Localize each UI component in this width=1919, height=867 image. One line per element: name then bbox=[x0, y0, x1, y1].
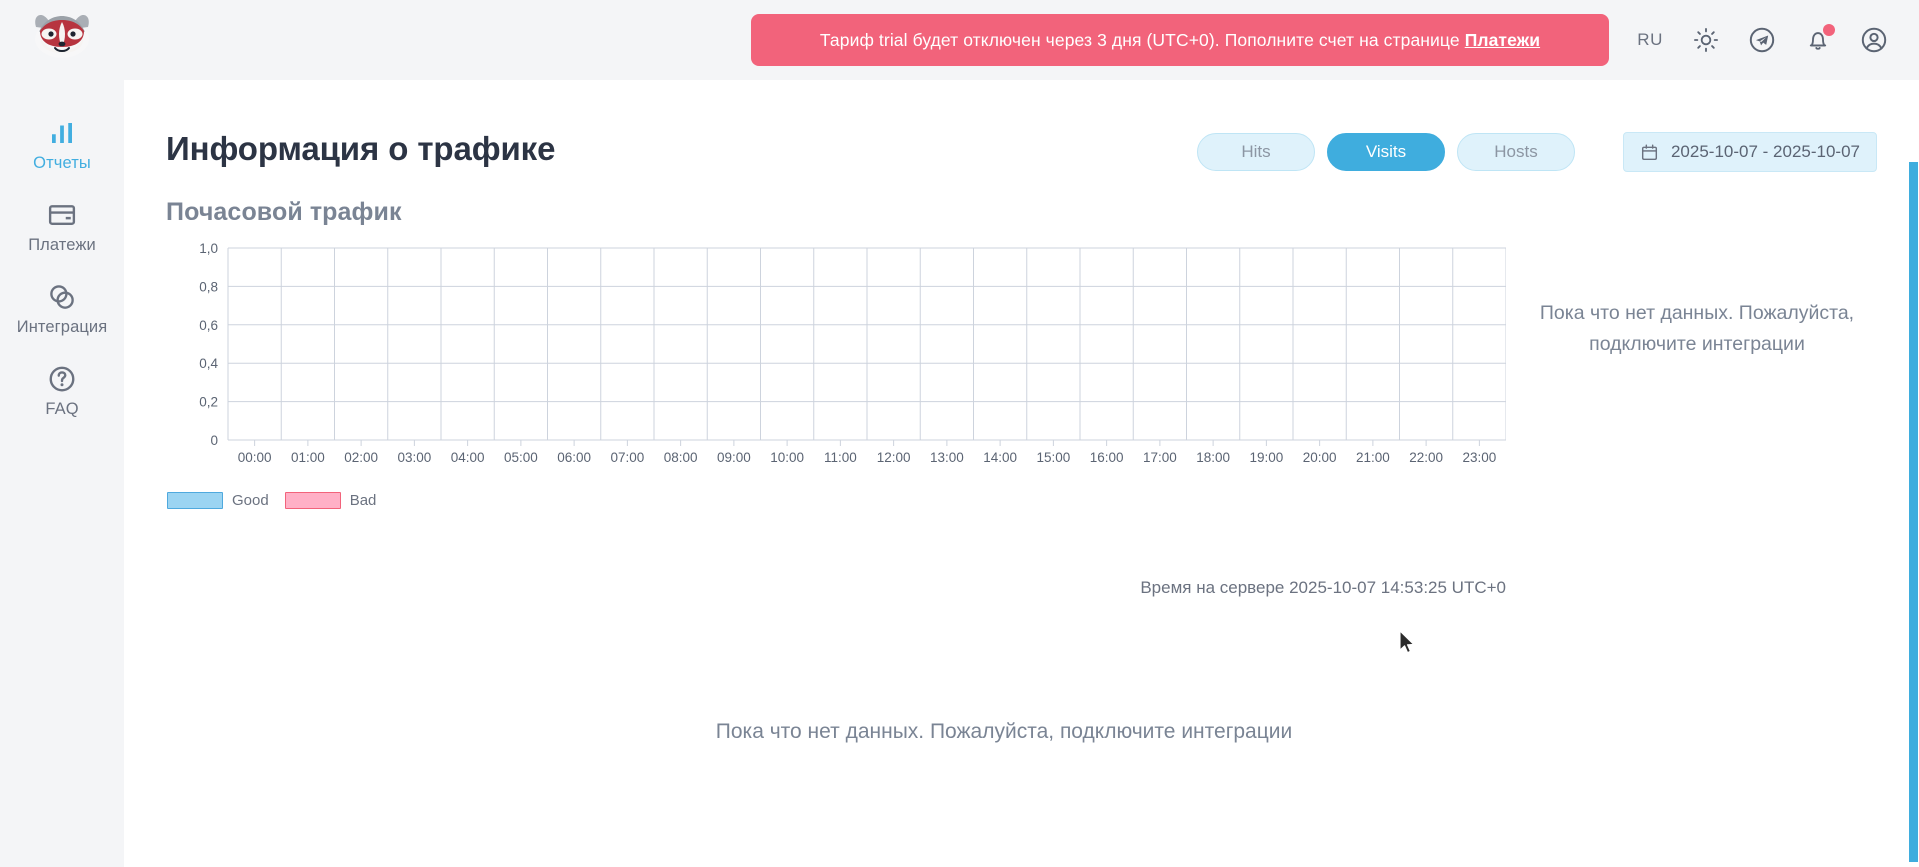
legend-item-bad[interactable]: Bad bbox=[284, 492, 377, 509]
chart-legend: Good Bad bbox=[167, 492, 376, 509]
y-tick-label: 0,4 bbox=[199, 356, 218, 371]
legend-item-good[interactable]: Good bbox=[167, 492, 269, 509]
telegram-icon bbox=[1749, 27, 1775, 53]
legend-label-bad: Bad bbox=[349, 492, 377, 509]
sidebar-item-label-faq: FAQ bbox=[45, 400, 79, 419]
y-tick-label: 1,0 bbox=[199, 241, 218, 256]
sidebar-item-payments[interactable]: Платежи bbox=[0, 186, 124, 268]
main-content: Информация о трафике Hits Visits Hosts 2… bbox=[124, 80, 1919, 867]
trial-alert-payments-link[interactable]: Платежи bbox=[1464, 29, 1541, 50]
y-tick-label: 0,8 bbox=[199, 279, 218, 294]
x-tick-label: 16:00 bbox=[1090, 450, 1124, 465]
x-tick-label: 10:00 bbox=[770, 450, 804, 465]
theme-toggle-button[interactable] bbox=[1691, 25, 1721, 55]
legend-swatch-good bbox=[167, 492, 223, 509]
x-tick-label: 20:00 bbox=[1303, 450, 1337, 465]
x-tick-label: 11:00 bbox=[824, 450, 857, 465]
user-account-icon bbox=[1861, 27, 1887, 53]
x-tick-label: 19:00 bbox=[1249, 450, 1283, 465]
language-switcher[interactable]: RU bbox=[1637, 30, 1663, 49]
x-tick-label: 13:00 bbox=[930, 450, 964, 465]
app-logo[interactable] bbox=[27, 8, 97, 64]
x-tick-label: 17:00 bbox=[1143, 450, 1177, 465]
x-tick-label: 23:00 bbox=[1462, 450, 1496, 465]
sun-icon bbox=[1694, 28, 1718, 52]
chart-y-tick-labels: 0 0,2 0,4 0,6 0,8 1,0 bbox=[199, 241, 218, 448]
notifications-button[interactable] bbox=[1803, 24, 1835, 55]
raccoon-logo-icon bbox=[35, 15, 89, 58]
x-tick-label: 01:00 bbox=[291, 450, 325, 465]
x-tick-label: 09:00 bbox=[717, 450, 751, 465]
telegram-button[interactable] bbox=[1747, 25, 1777, 55]
sidebar: Отчеты Платежи Интеграция bbox=[0, 0, 124, 867]
y-tick-label: 0 bbox=[210, 433, 218, 448]
chart-x-tick-labels: 00:00 01:00 02:00 03:00 04:00 05:00 06:00 07:00… bbox=[238, 450, 1497, 465]
notification-badge bbox=[1823, 24, 1835, 36]
page-controls: Hits Visits Hosts 2025-10-07 - 2025-10-0… bbox=[1196, 132, 1877, 172]
section-title: Почасовой трафик bbox=[166, 198, 402, 226]
sidebar-nav: Отчеты Платежи Интеграция bbox=[0, 104, 124, 432]
help-circle-icon bbox=[49, 366, 75, 392]
trial-alert-text: Тариф trial будет отключен через 3 дня (… bbox=[819, 29, 1460, 50]
sidebar-item-label-integration: Интеграция bbox=[16, 318, 108, 337]
tab-hosts[interactable]: Hosts bbox=[1456, 133, 1575, 171]
hourly-traffic-chart: 0 0,2 0,4 0,6 0,8 1,0 00:00 01:00 02:00 03:00 04:… bbox=[166, 240, 1506, 580]
trial-alert-banner: Тариф trial будет отключен через 3 дня (… bbox=[751, 14, 1609, 66]
x-tick-label: 06:00 bbox=[557, 450, 591, 465]
sidebar-item-label-payments: Платежи bbox=[28, 236, 96, 255]
x-tick-label: 05:00 bbox=[504, 450, 538, 465]
account-button[interactable] bbox=[1859, 25, 1889, 55]
chart-gridlines bbox=[227, 247, 1506, 446]
x-tick-label: 02:00 bbox=[344, 450, 378, 465]
x-tick-label: 08:00 bbox=[664, 450, 698, 465]
page-scrollbar-thumb[interactable] bbox=[1909, 162, 1918, 862]
x-tick-label: 04:00 bbox=[451, 450, 485, 465]
sidebar-item-label-reports: Отчеты bbox=[33, 154, 91, 173]
x-tick-label: 12:00 bbox=[877, 450, 911, 465]
sidebar-item-faq[interactable]: FAQ bbox=[0, 350, 124, 432]
x-tick-label: 21:00 bbox=[1356, 450, 1390, 465]
side-empty-state-message: Пока что нет данных. Пожалуйста, подключ… bbox=[1539, 302, 1855, 355]
page-title: Информация о трафике bbox=[166, 130, 556, 167]
date-range-label: 2025-10-07 - 2025-10-07 bbox=[1670, 142, 1860, 161]
x-tick-label: 22:00 bbox=[1409, 450, 1443, 465]
x-tick-label: 18:00 bbox=[1196, 450, 1230, 465]
tab-visits[interactable]: Visits bbox=[1326, 133, 1445, 171]
top-bar: Тариф trial будет отключен через 3 дня (… bbox=[124, 0, 1919, 80]
sidebar-item-reports[interactable]: Отчеты bbox=[0, 104, 124, 186]
y-tick-label: 0,2 bbox=[199, 395, 218, 410]
x-tick-label: 07:00 bbox=[610, 450, 644, 465]
legend-swatch-bad bbox=[284, 492, 341, 509]
x-tick-label: 03:00 bbox=[397, 450, 431, 465]
sidebar-item-integration[interactable]: Интеграция bbox=[0, 268, 124, 350]
server-time-label: Время на сервере 2025-10-07 14:53:25 UTC… bbox=[1140, 578, 1506, 597]
x-tick-label: 00:00 bbox=[238, 450, 272, 465]
chart-canvas: 0 0,2 0,4 0,6 0,8 1,0 00:00 01:00 02:00 03:00 04:… bbox=[199, 241, 1506, 465]
x-tick-label: 15:00 bbox=[1036, 450, 1070, 465]
legend-label-good: Good bbox=[232, 492, 269, 509]
page-header: Информация о трафике bbox=[166, 130, 555, 168]
tab-hits[interactable]: Hits bbox=[1196, 133, 1315, 171]
x-tick-label: 14:00 bbox=[983, 450, 1017, 465]
y-tick-label: 0,6 bbox=[199, 318, 218, 333]
top-bar-actions: RU bbox=[1635, 0, 1889, 80]
calendar-icon bbox=[1641, 144, 1657, 160]
bell-icon bbox=[1809, 32, 1827, 50]
credit-card-icon bbox=[48, 205, 76, 226]
bottom-empty-state-message: Пока что нет данных. Пожалуйста, подключ… bbox=[715, 720, 1293, 743]
link-icon bbox=[50, 285, 74, 310]
date-range-picker[interactable]: 2025-10-07 - 2025-10-07 bbox=[1622, 132, 1877, 172]
bar-chart-icon bbox=[52, 123, 72, 144]
